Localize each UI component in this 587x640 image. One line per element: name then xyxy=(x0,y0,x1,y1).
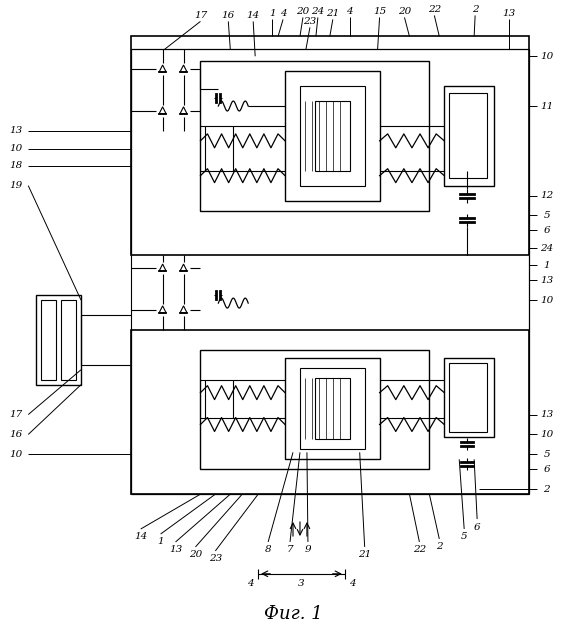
Bar xyxy=(449,363,487,433)
Text: 7: 7 xyxy=(286,545,294,554)
Text: 23: 23 xyxy=(303,17,316,26)
Bar xyxy=(285,358,380,460)
Bar xyxy=(200,350,429,469)
Bar xyxy=(200,61,429,211)
Bar xyxy=(300,368,365,449)
Text: 20: 20 xyxy=(296,7,309,16)
Text: 4: 4 xyxy=(346,7,353,16)
Text: 17: 17 xyxy=(10,410,23,419)
Text: 13: 13 xyxy=(540,410,554,419)
Bar xyxy=(131,36,529,255)
Bar xyxy=(205,126,233,171)
Bar xyxy=(449,93,487,178)
Text: 8: 8 xyxy=(265,545,271,554)
Text: 4: 4 xyxy=(247,579,254,588)
Text: 16: 16 xyxy=(10,430,23,439)
Text: 13: 13 xyxy=(502,9,515,18)
Bar xyxy=(300,86,365,186)
Text: 1: 1 xyxy=(269,9,275,18)
Text: 10: 10 xyxy=(540,52,554,61)
Text: 2: 2 xyxy=(436,543,443,552)
Text: 6: 6 xyxy=(544,465,550,474)
Text: 10: 10 xyxy=(540,430,554,439)
Bar xyxy=(285,71,380,200)
Text: 20: 20 xyxy=(189,550,202,559)
Text: 9: 9 xyxy=(305,545,311,554)
Text: 15: 15 xyxy=(373,7,386,16)
Text: 22: 22 xyxy=(413,545,426,554)
Bar xyxy=(61,300,76,380)
Text: 14: 14 xyxy=(247,11,260,20)
Text: 13: 13 xyxy=(540,276,554,285)
Text: 24: 24 xyxy=(311,7,325,16)
Text: 10: 10 xyxy=(540,296,554,305)
Text: 4: 4 xyxy=(280,9,286,18)
Text: 13: 13 xyxy=(169,545,182,554)
Bar xyxy=(205,380,233,417)
Text: 17: 17 xyxy=(194,11,207,20)
Text: 14: 14 xyxy=(134,532,147,541)
Text: 20: 20 xyxy=(398,7,411,16)
Text: 4: 4 xyxy=(349,579,356,588)
Text: 5: 5 xyxy=(461,532,467,541)
Text: 2: 2 xyxy=(544,484,550,493)
Bar xyxy=(131,330,529,494)
Text: 1: 1 xyxy=(157,538,164,547)
Text: 10: 10 xyxy=(10,144,23,154)
Text: 3: 3 xyxy=(298,579,305,588)
Text: 21: 21 xyxy=(326,9,339,18)
Text: 19: 19 xyxy=(10,181,23,190)
Text: 23: 23 xyxy=(209,554,222,563)
Text: 13: 13 xyxy=(10,126,23,136)
Text: 11: 11 xyxy=(540,102,554,111)
Text: 21: 21 xyxy=(358,550,372,559)
Text: 22: 22 xyxy=(428,5,441,14)
Bar xyxy=(315,101,350,171)
Bar xyxy=(315,378,350,440)
Text: 6: 6 xyxy=(474,522,480,531)
Text: 24: 24 xyxy=(540,244,554,253)
Text: 2: 2 xyxy=(472,5,478,14)
Text: 10: 10 xyxy=(10,450,23,459)
Text: 12: 12 xyxy=(540,191,554,200)
Bar xyxy=(444,86,494,186)
Text: Фиг. 1: Фиг. 1 xyxy=(264,605,322,623)
Text: 1: 1 xyxy=(544,260,550,270)
Text: 6: 6 xyxy=(544,226,550,235)
Text: 5: 5 xyxy=(544,450,550,459)
Text: 5: 5 xyxy=(544,211,550,220)
Bar xyxy=(41,300,56,380)
Text: 18: 18 xyxy=(10,161,23,170)
Bar xyxy=(444,358,494,438)
Text: 16: 16 xyxy=(222,11,235,20)
Bar xyxy=(36,295,81,385)
